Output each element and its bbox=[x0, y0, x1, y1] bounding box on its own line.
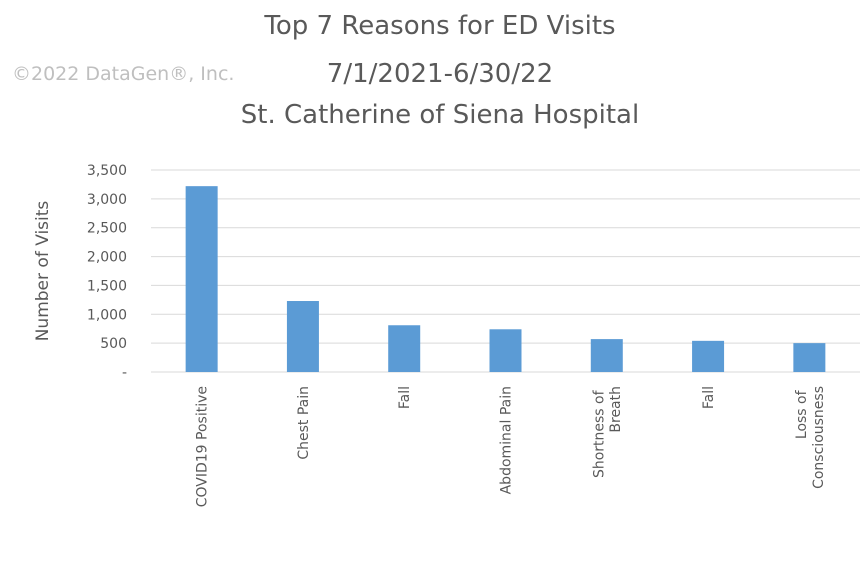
y-tick-label: 3,500 bbox=[87, 163, 127, 179]
chart-title: Top 7 Reasons for ED Visits bbox=[263, 11, 615, 41]
x-tick-label: Abdominal Pain bbox=[499, 386, 515, 494]
bar bbox=[692, 340, 725, 372]
y-tick-label: 1,500 bbox=[87, 278, 127, 294]
x-tick-label: COVID19 Positive bbox=[195, 386, 211, 507]
bar bbox=[185, 186, 218, 372]
chart-subtitle: St. Catherine of Siena Hospital bbox=[241, 100, 639, 130]
x-tick-label: Fall bbox=[701, 386, 717, 409]
y-tick-label: - bbox=[122, 365, 127, 381]
bar bbox=[286, 301, 319, 372]
bar bbox=[388, 325, 421, 372]
bar bbox=[489, 329, 522, 372]
watermark: ©2022 DataGen®, Inc. bbox=[12, 63, 234, 85]
y-tick-label: 500 bbox=[100, 336, 127, 352]
y-tick-label: 2,000 bbox=[87, 250, 127, 266]
x-tick-label: Chest Pain bbox=[296, 386, 312, 460]
x-tick-label: Fall bbox=[397, 386, 413, 409]
y-tick-label: 2,500 bbox=[87, 221, 127, 237]
y-tick-label: 3,000 bbox=[87, 192, 127, 208]
x-tick-label: Loss of Consciousness bbox=[794, 386, 827, 489]
bar bbox=[793, 343, 826, 372]
y-tick-label: 1,000 bbox=[87, 307, 127, 323]
chart-subtitle: 7/1/2021-6/30/22 bbox=[327, 59, 553, 89]
bar bbox=[590, 339, 623, 372]
y-axis-title: Number of Visits bbox=[33, 201, 53, 342]
x-tick-label: Shortness of Breath bbox=[591, 386, 624, 478]
